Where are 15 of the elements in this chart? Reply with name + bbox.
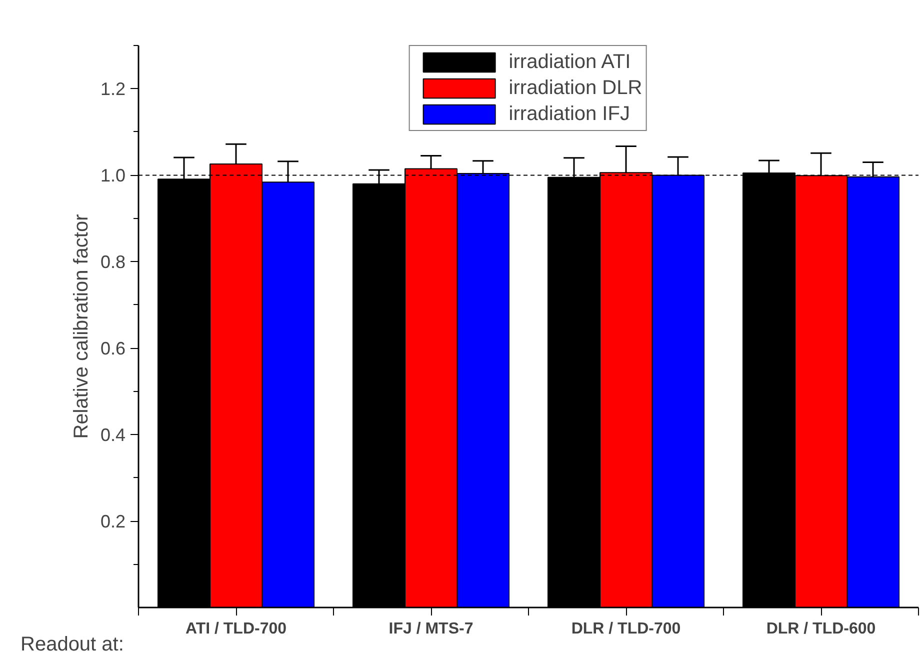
y-tick-label: 0.6: [100, 338, 126, 359]
y-tick-label: 1.0: [100, 166, 126, 186]
x-tick-label: ATI / TLD-700: [185, 620, 287, 638]
y-axis-title: Relative calibration factor: [70, 214, 92, 439]
legend-label: irradiation ATI: [508, 50, 631, 74]
x-tick-label: DLR / TLD-700: [571, 620, 681, 638]
legend-label: irradiation DLR: [508, 76, 642, 100]
y-tick-label: 0.4: [100, 425, 126, 446]
x-tick-label: DLR / TLD-600: [766, 620, 876, 638]
y-tick-label: 0.2: [100, 512, 126, 532]
y-tick-label: 1.2: [100, 79, 126, 100]
legend-label: irradiation IFJ: [508, 102, 630, 126]
y-tick-label: 0.8: [100, 252, 126, 272]
text: Readout at:: [20, 634, 124, 656]
x-tick-label: IFJ / MTS-7: [388, 620, 474, 638]
